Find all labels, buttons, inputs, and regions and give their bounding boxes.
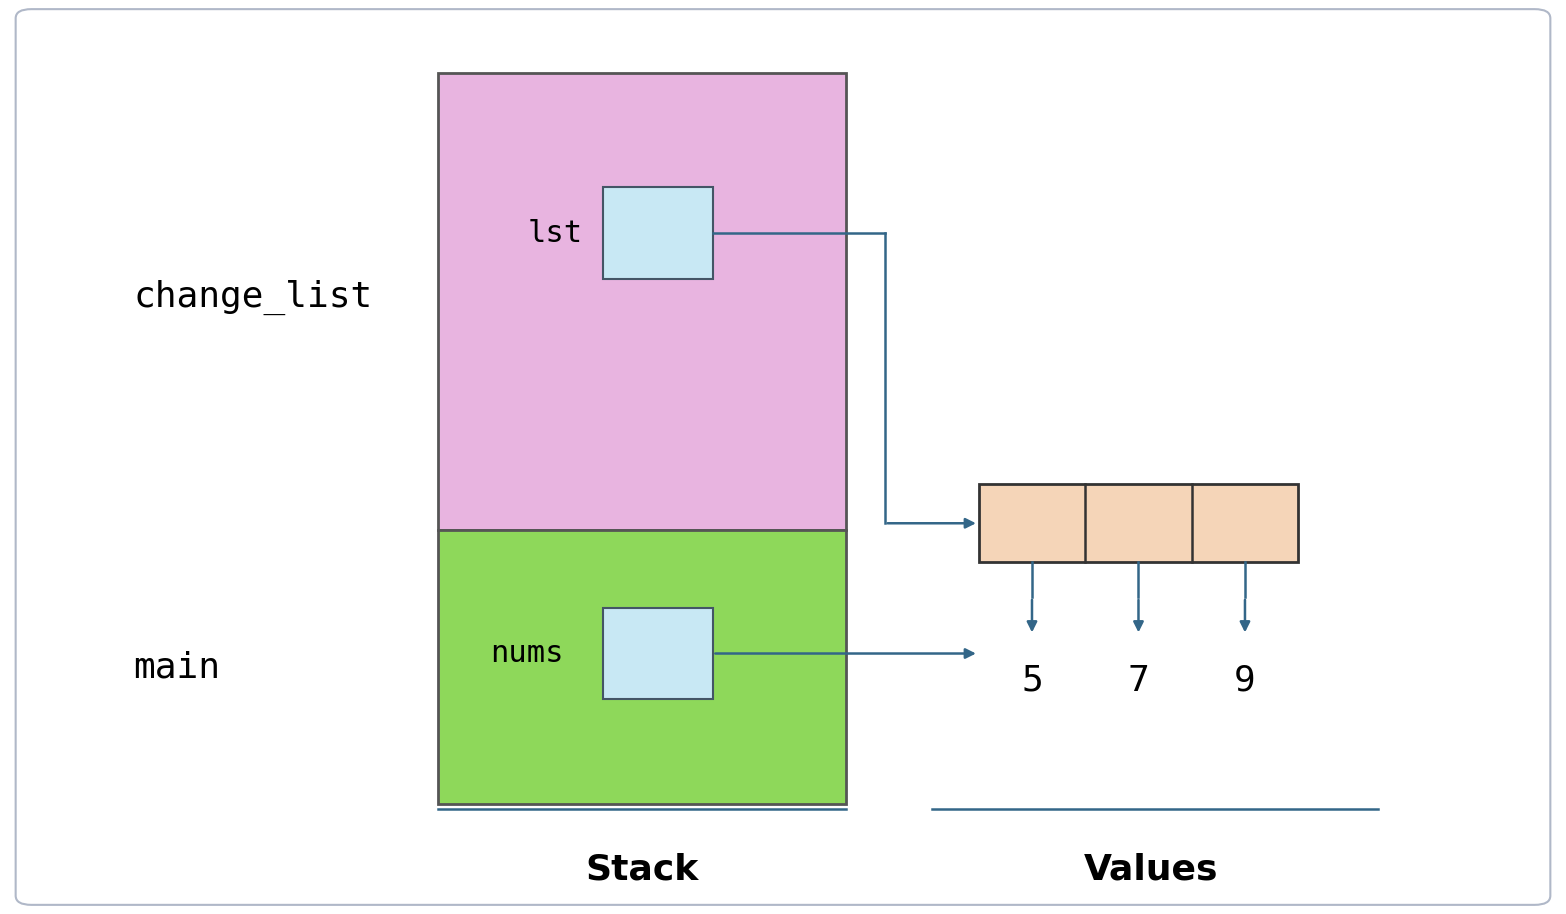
Text: 5: 5 bbox=[1021, 664, 1043, 698]
Bar bbox=[603, 608, 713, 699]
Text: main: main bbox=[133, 650, 221, 685]
Text: 9: 9 bbox=[1234, 664, 1256, 698]
Bar bbox=[603, 187, 713, 279]
Text: lst: lst bbox=[528, 218, 583, 248]
Text: Values: Values bbox=[1084, 853, 1218, 887]
Bar bbox=[979, 484, 1298, 562]
Text: change_list: change_list bbox=[133, 280, 373, 314]
Text: Stack: Stack bbox=[586, 853, 698, 887]
Text: 7: 7 bbox=[1128, 664, 1149, 698]
Text: nums: nums bbox=[490, 639, 564, 668]
Bar bbox=[438, 530, 846, 804]
Bar bbox=[438, 73, 846, 530]
FancyBboxPatch shape bbox=[16, 9, 1550, 905]
